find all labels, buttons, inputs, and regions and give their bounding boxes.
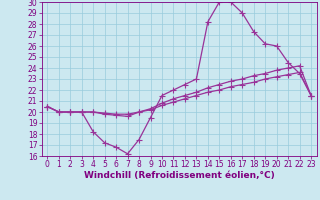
X-axis label: Windchill (Refroidissement éolien,°C): Windchill (Refroidissement éolien,°C) <box>84 171 275 180</box>
